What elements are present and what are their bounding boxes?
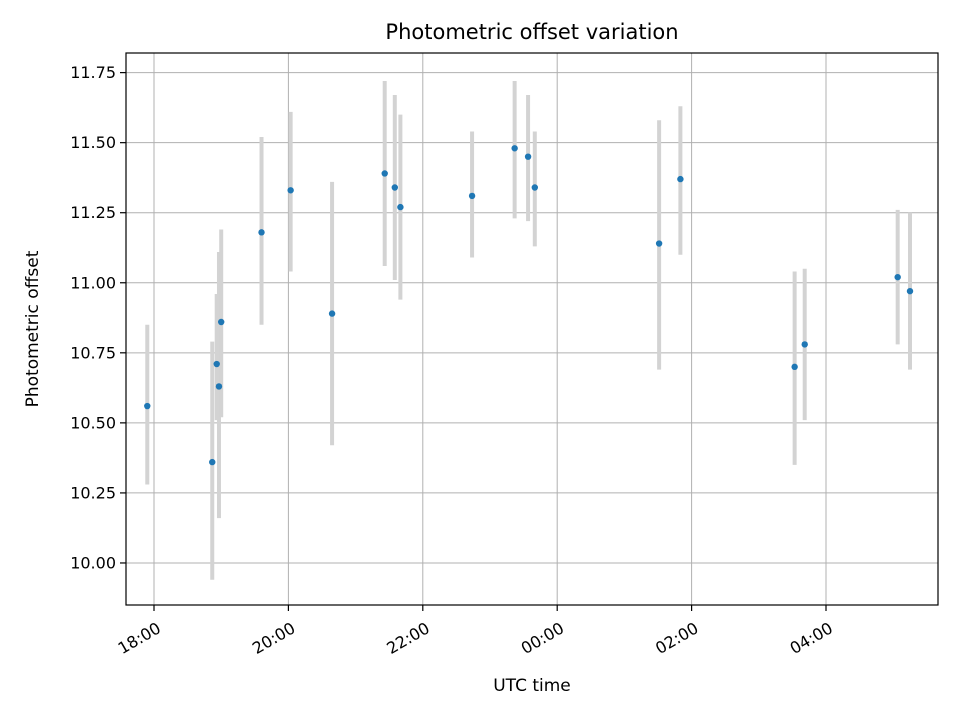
y-tick-label: 10.75 [70,343,116,362]
y-tick-label: 10.50 [70,413,116,432]
data-point [391,184,398,191]
data-point [328,310,336,317]
data-point [531,184,538,191]
data-point [894,273,901,281]
plot-frame [125,52,939,606]
data-point [906,287,914,295]
data-point [511,145,518,152]
x-axis-label: UTC time [493,676,571,696]
x-axis: 18:00 20:00 22:00 00:00 02:00 04:00 [115,605,836,658]
x-tick-label: 00:00 [518,618,567,658]
data-point [144,402,151,410]
data-point [258,229,265,236]
y-axis: 10.00 10.25 10.50 10.75 11.00 11.25 11.50 11.75 [70,63,126,572]
data-point [791,363,798,371]
y-tick-label: 10.25 [70,483,116,502]
x-tick-label: 02:00 [652,618,701,658]
data-point [215,383,223,390]
data-point [655,240,663,247]
point-layer [144,145,914,466]
data-point [381,170,388,177]
data-point [287,187,294,194]
data-point [397,203,404,211]
data-point [213,360,220,368]
data-point [801,341,808,348]
x-tick-label: 22:00 [383,618,432,658]
chart-title: Photometric offset variation [385,20,678,44]
y-tick-label: 11.25 [70,203,116,222]
y-tick-label: 11.50 [70,133,116,152]
y-tick-label: 11.00 [70,273,116,292]
y-tick-label: 10.00 [70,553,116,572]
grid-layer [126,53,938,605]
y-axis-label: Photometric offset [23,250,43,407]
x-tick-label: 18:00 [115,618,164,658]
x-tick-label: 04:00 [787,618,836,658]
data-point [468,192,476,200]
data-point [524,153,532,160]
data-point [209,458,216,466]
data-point [677,175,684,183]
y-tick-label: 11.75 [70,63,116,82]
data-point [218,318,225,326]
x-tick-label: 20:00 [249,618,298,658]
